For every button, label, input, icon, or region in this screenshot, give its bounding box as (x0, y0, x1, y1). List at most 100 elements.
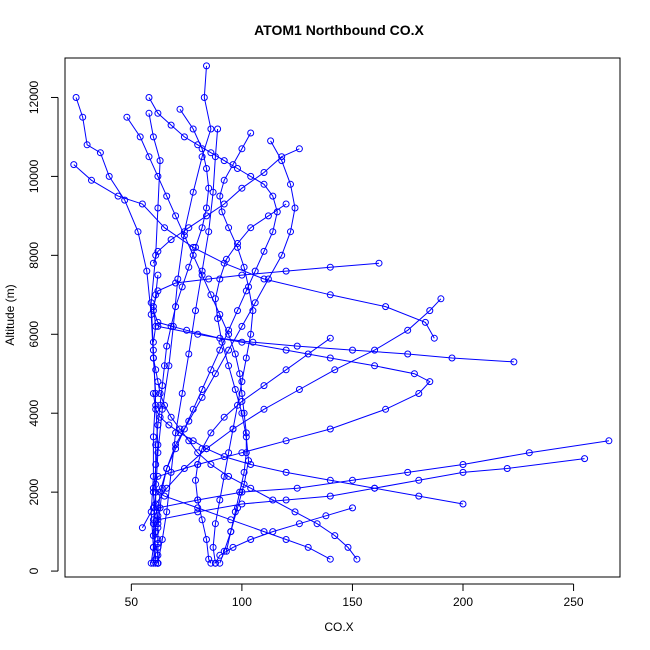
data-point (203, 445, 210, 453)
series-line (214, 203, 287, 564)
data-point (240, 468, 248, 476)
data-point (291, 204, 299, 212)
data-point (240, 409, 248, 417)
data-point (154, 322, 162, 330)
data-point (225, 362, 233, 370)
data-point (295, 386, 303, 393)
data-point (410, 370, 418, 378)
data-point (238, 378, 246, 386)
data-point (282, 468, 290, 476)
data-point (183, 326, 191, 334)
data-point (238, 397, 246, 405)
data-point (194, 141, 202, 149)
data-point (207, 461, 215, 468)
data-point (154, 378, 162, 386)
data-point (149, 133, 157, 141)
data-point (149, 504, 157, 512)
data-point (222, 547, 230, 555)
data-point (282, 536, 290, 543)
data-point (295, 520, 303, 528)
data-point (238, 409, 246, 417)
data-point (194, 504, 202, 512)
data-point (203, 165, 210, 172)
data-point (238, 184, 246, 192)
data-point (326, 291, 334, 299)
data-point (349, 504, 356, 512)
data-point (138, 524, 146, 532)
data-point (229, 425, 237, 433)
data-point (269, 496, 277, 504)
data-point (260, 382, 268, 390)
data-point (267, 137, 275, 145)
data-point (207, 125, 215, 133)
data-point (136, 133, 144, 141)
data-point (203, 62, 210, 70)
data-point (152, 322, 160, 330)
data-point (189, 125, 197, 133)
data-point (194, 330, 202, 338)
data-point (172, 212, 180, 220)
data-point (149, 484, 157, 492)
data-point (149, 259, 157, 267)
data-point (207, 149, 215, 157)
data-point (105, 172, 113, 180)
data-point (189, 437, 197, 445)
data-point (426, 378, 434, 386)
data-point (247, 461, 255, 468)
data-point (326, 425, 334, 433)
data-point (247, 536, 255, 543)
data-point (278, 251, 286, 259)
y-tick-label: 10000 (27, 159, 41, 193)
data-point (326, 354, 334, 362)
data-point (214, 315, 222, 322)
data-point (121, 196, 129, 204)
data-point (149, 303, 157, 311)
series-line (152, 325, 431, 560)
data-point (326, 263, 334, 271)
data-point (203, 212, 210, 220)
data-point (293, 484, 301, 492)
data-point (205, 228, 213, 236)
x-tick-label: 200 (453, 595, 473, 609)
data-point (198, 386, 206, 393)
data-point (236, 370, 244, 378)
data-point (163, 192, 171, 200)
data-point (218, 208, 226, 216)
data-point (404, 350, 412, 358)
data-point (192, 307, 199, 315)
data-point (149, 516, 157, 524)
data-point (382, 405, 390, 413)
series-line (157, 128, 219, 564)
data-point (152, 390, 160, 397)
data-point (216, 559, 224, 567)
data-point (426, 307, 434, 315)
data-point (282, 267, 290, 275)
data-point (326, 334, 334, 342)
data-point (154, 512, 162, 520)
data-point (605, 437, 613, 445)
data-point (375, 259, 383, 267)
data-point (143, 267, 151, 275)
data-point (247, 129, 255, 137)
data-point (371, 484, 379, 492)
data-point (163, 484, 171, 492)
x-tick-label: 250 (564, 595, 584, 609)
data-point (234, 504, 241, 512)
data-point (203, 204, 210, 212)
data-point (207, 429, 215, 437)
data-point (156, 401, 164, 409)
data-point (198, 393, 206, 401)
data-point (349, 476, 356, 484)
data-point (167, 468, 175, 476)
x-tick-label: 100 (232, 595, 252, 609)
data-point (205, 184, 213, 192)
data-point (313, 520, 321, 528)
data-point (154, 109, 162, 117)
data-point (287, 228, 294, 236)
data-point (238, 271, 246, 279)
series-line (212, 132, 254, 564)
data-point (214, 125, 222, 133)
data-point (154, 287, 162, 295)
series-line (148, 97, 278, 564)
data-point (156, 157, 164, 165)
